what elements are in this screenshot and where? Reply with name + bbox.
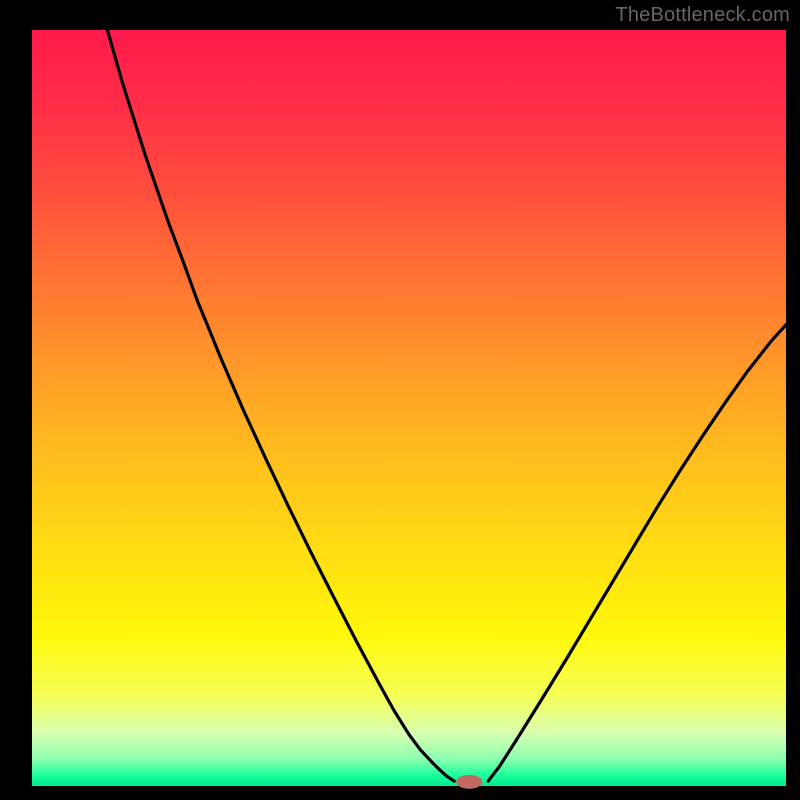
chart-container: TheBottleneck.com — [0, 0, 800, 800]
gradient-background — [32, 30, 786, 786]
watermark-text: TheBottleneck.com — [615, 4, 790, 27]
optimal-point-marker — [456, 775, 482, 789]
bottleneck-chart — [0, 0, 800, 800]
